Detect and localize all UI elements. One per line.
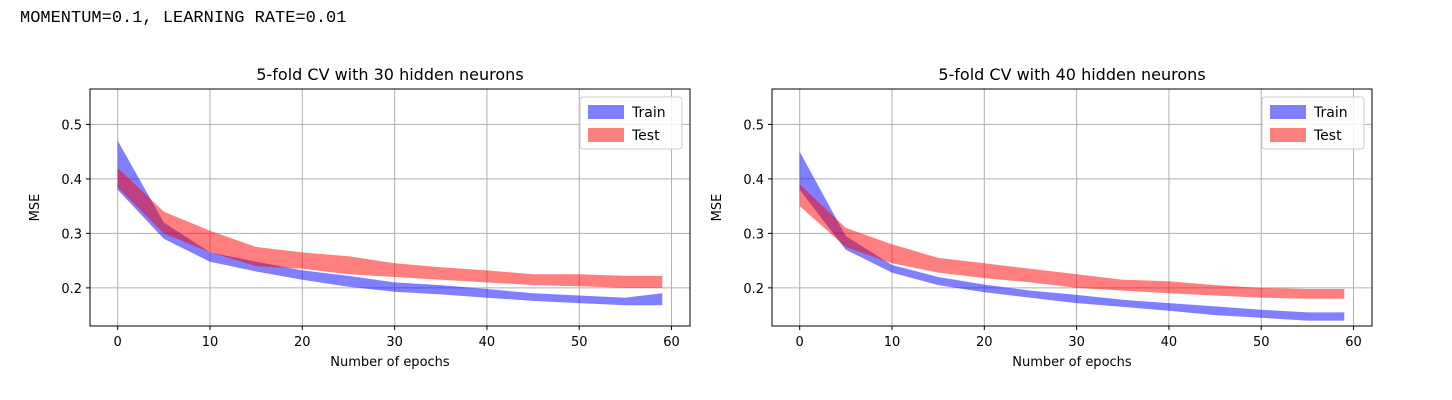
legend-label-train: Train — [631, 105, 666, 121]
y-axis-label: MSE — [710, 194, 725, 222]
legend-label-test: Test — [1313, 128, 1342, 144]
x-tick-label: 30 — [386, 335, 403, 350]
series-band-test — [799, 184, 1345, 299]
chart-40-hidden-neurons: 0 10 20 30 40 50 60 0.2 0.3 0.4 0.5 5-fold CV with … — [710, 65, 1373, 370]
legend-label-train: Train — [1313, 105, 1348, 121]
legend-label-test: Test — [631, 128, 660, 144]
x-tick-label: 40 — [479, 335, 496, 350]
series-band-test — [117, 168, 663, 288]
legend-swatch-train — [588, 105, 624, 119]
x-tick-label: 50 — [571, 335, 588, 350]
x-axis-label: Number of epochs — [1012, 355, 1132, 370]
header-line: MOMENTUM=0.1, LEARNING RATE=0.01 — [20, 9, 347, 28]
axes-frame — [771, 88, 1373, 327]
y-tick-label: 0.2 — [61, 282, 82, 297]
x-tick-label: 0 — [114, 335, 122, 350]
x-tick-label: 10 — [202, 335, 219, 350]
x-tick-label: 30 — [1068, 335, 1085, 350]
x-tick-label: 60 — [1345, 335, 1362, 350]
x-tick-label: 0 — [796, 335, 804, 350]
y-tick-label: 0.4 — [61, 173, 82, 188]
y-tick-label: 0.3 — [743, 227, 764, 242]
x-tick-label: 20 — [294, 335, 311, 350]
x-tick-label: 20 — [976, 335, 993, 350]
x-tick-label: 60 — [663, 335, 680, 350]
y-tick-label: 0.5 — [743, 118, 764, 133]
axes-frame — [89, 88, 691, 327]
x-tick-label: 50 — [1253, 335, 1270, 350]
y-tick-label: 0.3 — [61, 227, 82, 242]
y-tick-label: 0.2 — [743, 282, 764, 297]
x-axis-label: Number of epochs — [330, 355, 450, 370]
y-tick-label: 0.4 — [743, 173, 764, 188]
chart-title: 5-fold CV with 40 hidden neurons — [938, 65, 1205, 84]
chart-30-hidden-neurons: 0 10 20 30 40 50 60 0.2 0.3 0.4 0.5 5-fold CV with … — [28, 65, 691, 370]
x-tick-label: 10 — [884, 335, 901, 350]
x-tick-label: 40 — [1161, 335, 1178, 350]
series-band-train — [799, 151, 1345, 321]
legend-swatch-test — [588, 128, 624, 142]
legend-swatch-test — [1270, 128, 1306, 142]
chart-title: 5-fold CV with 30 hidden neurons — [256, 65, 523, 84]
y-axis-label: MSE — [28, 194, 43, 222]
y-tick-label: 0.5 — [61, 118, 82, 133]
legend-swatch-train — [1270, 105, 1306, 119]
